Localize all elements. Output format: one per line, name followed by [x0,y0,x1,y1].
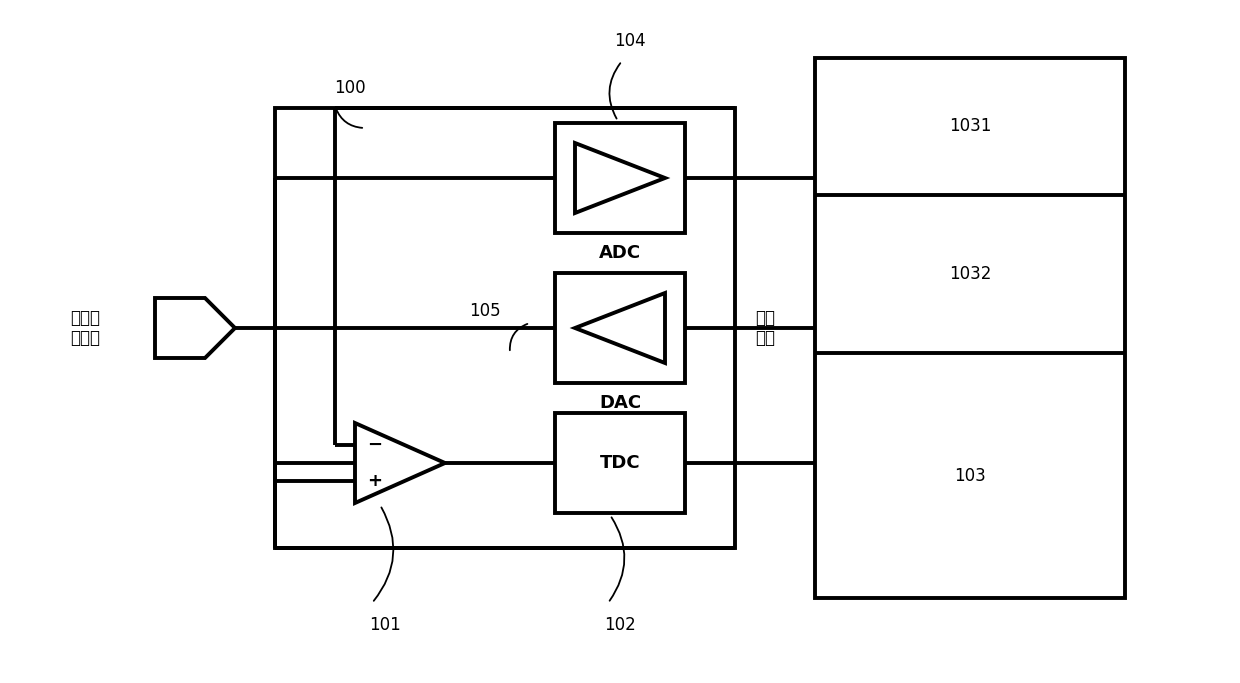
Text: ADC: ADC [599,244,641,262]
Bar [815,58,1125,598]
Text: 1031: 1031 [949,117,991,135]
Text: 102: 102 [604,616,636,634]
Bar [556,123,684,233]
Polygon shape [355,423,445,503]
Text: −: − [367,436,383,454]
Bar [556,273,684,383]
Text: +: + [367,472,382,490]
Bar [556,413,684,513]
Text: 探测
阈值: 探测 阈值 [755,309,775,348]
Text: 1032: 1032 [949,265,991,283]
Polygon shape [575,293,665,363]
Text: 104: 104 [614,32,646,50]
Text: TDC: TDC [600,454,640,472]
Text: 103: 103 [954,467,986,485]
Polygon shape [575,143,665,213]
Text: 外部输
入信号: 外部输 入信号 [69,309,100,348]
Text: 100: 100 [335,79,366,97]
Text: DAC: DAC [599,394,641,412]
Text: 105: 105 [469,302,501,320]
Bar [275,108,735,548]
Text: 101: 101 [370,616,401,634]
Polygon shape [155,298,236,358]
